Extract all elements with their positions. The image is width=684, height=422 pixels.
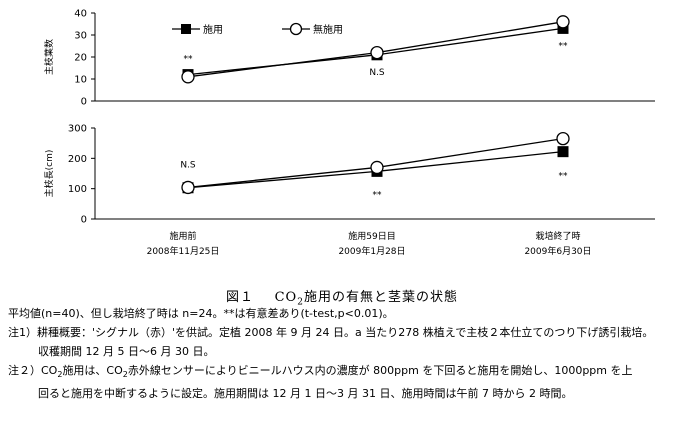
point-untreated — [370, 45, 384, 60]
y-axis-label: 主枝葉数 — [43, 39, 55, 75]
legend-marker-treated — [181, 24, 191, 34]
point-untreated — [556, 131, 570, 146]
point-untreated — [370, 160, 384, 175]
legend-label: 施用 — [203, 23, 223, 36]
note4-mid: 施用は、CO — [62, 364, 123, 377]
significance-label: N.S — [180, 160, 196, 170]
significance-label: ** — [559, 172, 569, 182]
notes-block: 平均値(n=40)、但し栽培終了時は n=24。**は有意差あり(t-test,… — [8, 304, 680, 403]
figure-title-co: CO — [274, 290, 298, 305]
x-date-label: 2009年6月30日 — [524, 245, 591, 257]
figure-title: 図１ CO2施用の有無と茎葉の状態 — [0, 286, 684, 308]
chart-figure: 0 10 20 30 40 主枝葉数 ** N.S ** 0 100 200 300 主枝長(cm) N.S… — [43, 9, 655, 257]
y-tick-label: 10 — [74, 75, 87, 86]
y-tick-label: 0 — [81, 97, 87, 108]
point-treated — [557, 146, 569, 158]
y-tick-label: 20 — [74, 53, 87, 64]
figure-title-sub: 2 — [297, 297, 304, 308]
y-tick-label: 30 — [74, 31, 87, 42]
figure-number: 図１ — [226, 290, 255, 305]
note-line-5: 回ると施用を中断するように設定。施用期間は 12 月 1 日〜3 月 31 日、… — [38, 387, 573, 401]
note-line-1: 平均値(n=40)、但し栽培終了時は n=24。**は有意差あり(t-test,… — [8, 307, 394, 320]
x-date-label: 2008年11月25日 — [147, 245, 220, 257]
x-category-label: 施用前 — [169, 230, 196, 242]
x-date-label: 2009年1月28日 — [338, 245, 405, 257]
point-untreated — [181, 70, 195, 84]
note-line-3: 収穫期間 12 月 5 日〜6 月 30 日。 — [38, 345, 215, 358]
note-line-4: 注２）CO2施用は、CO2赤外線センサーによりビニールハウス内の濃度が 800p… — [8, 361, 680, 384]
note4-post: 赤外線センサーによりビニールハウス内の濃度が 800ppm を下回ると施用を開始… — [127, 364, 633, 377]
legend-label: 無施用 — [313, 23, 343, 36]
y-tick-label: 100 — [68, 184, 87, 195]
x-category-label: 栽培終了時 — [535, 230, 580, 242]
significance-label: ** — [184, 55, 194, 65]
note4-pre: 注２）CO — [8, 364, 58, 377]
significance-label: ** — [373, 190, 383, 200]
legend-marker-untreated — [289, 22, 303, 36]
significance-label: N.S — [369, 68, 385, 78]
significance-label: ** — [559, 41, 569, 51]
y-tick-label: 200 — [68, 154, 87, 165]
point-untreated — [556, 15, 570, 29]
note-line-2: 注1）耕種概要：'シグナル（赤）'を供試。定植 2008 年 9 月 24 日。… — [8, 326, 654, 339]
y-axis-label: 主枝長(cm) — [43, 150, 55, 198]
figure-title-text: 施用の有無と茎葉の状態 — [303, 290, 458, 305]
y-tick-label: 40 — [74, 9, 87, 20]
note4-sub1: 2 — [57, 370, 63, 380]
point-untreated — [181, 180, 195, 195]
note4-sub2: 2 — [122, 370, 128, 380]
x-category-label: 施用59日目 — [348, 230, 395, 242]
y-tick-label: 0 — [81, 215, 87, 226]
y-tick-label: 300 — [68, 124, 87, 135]
